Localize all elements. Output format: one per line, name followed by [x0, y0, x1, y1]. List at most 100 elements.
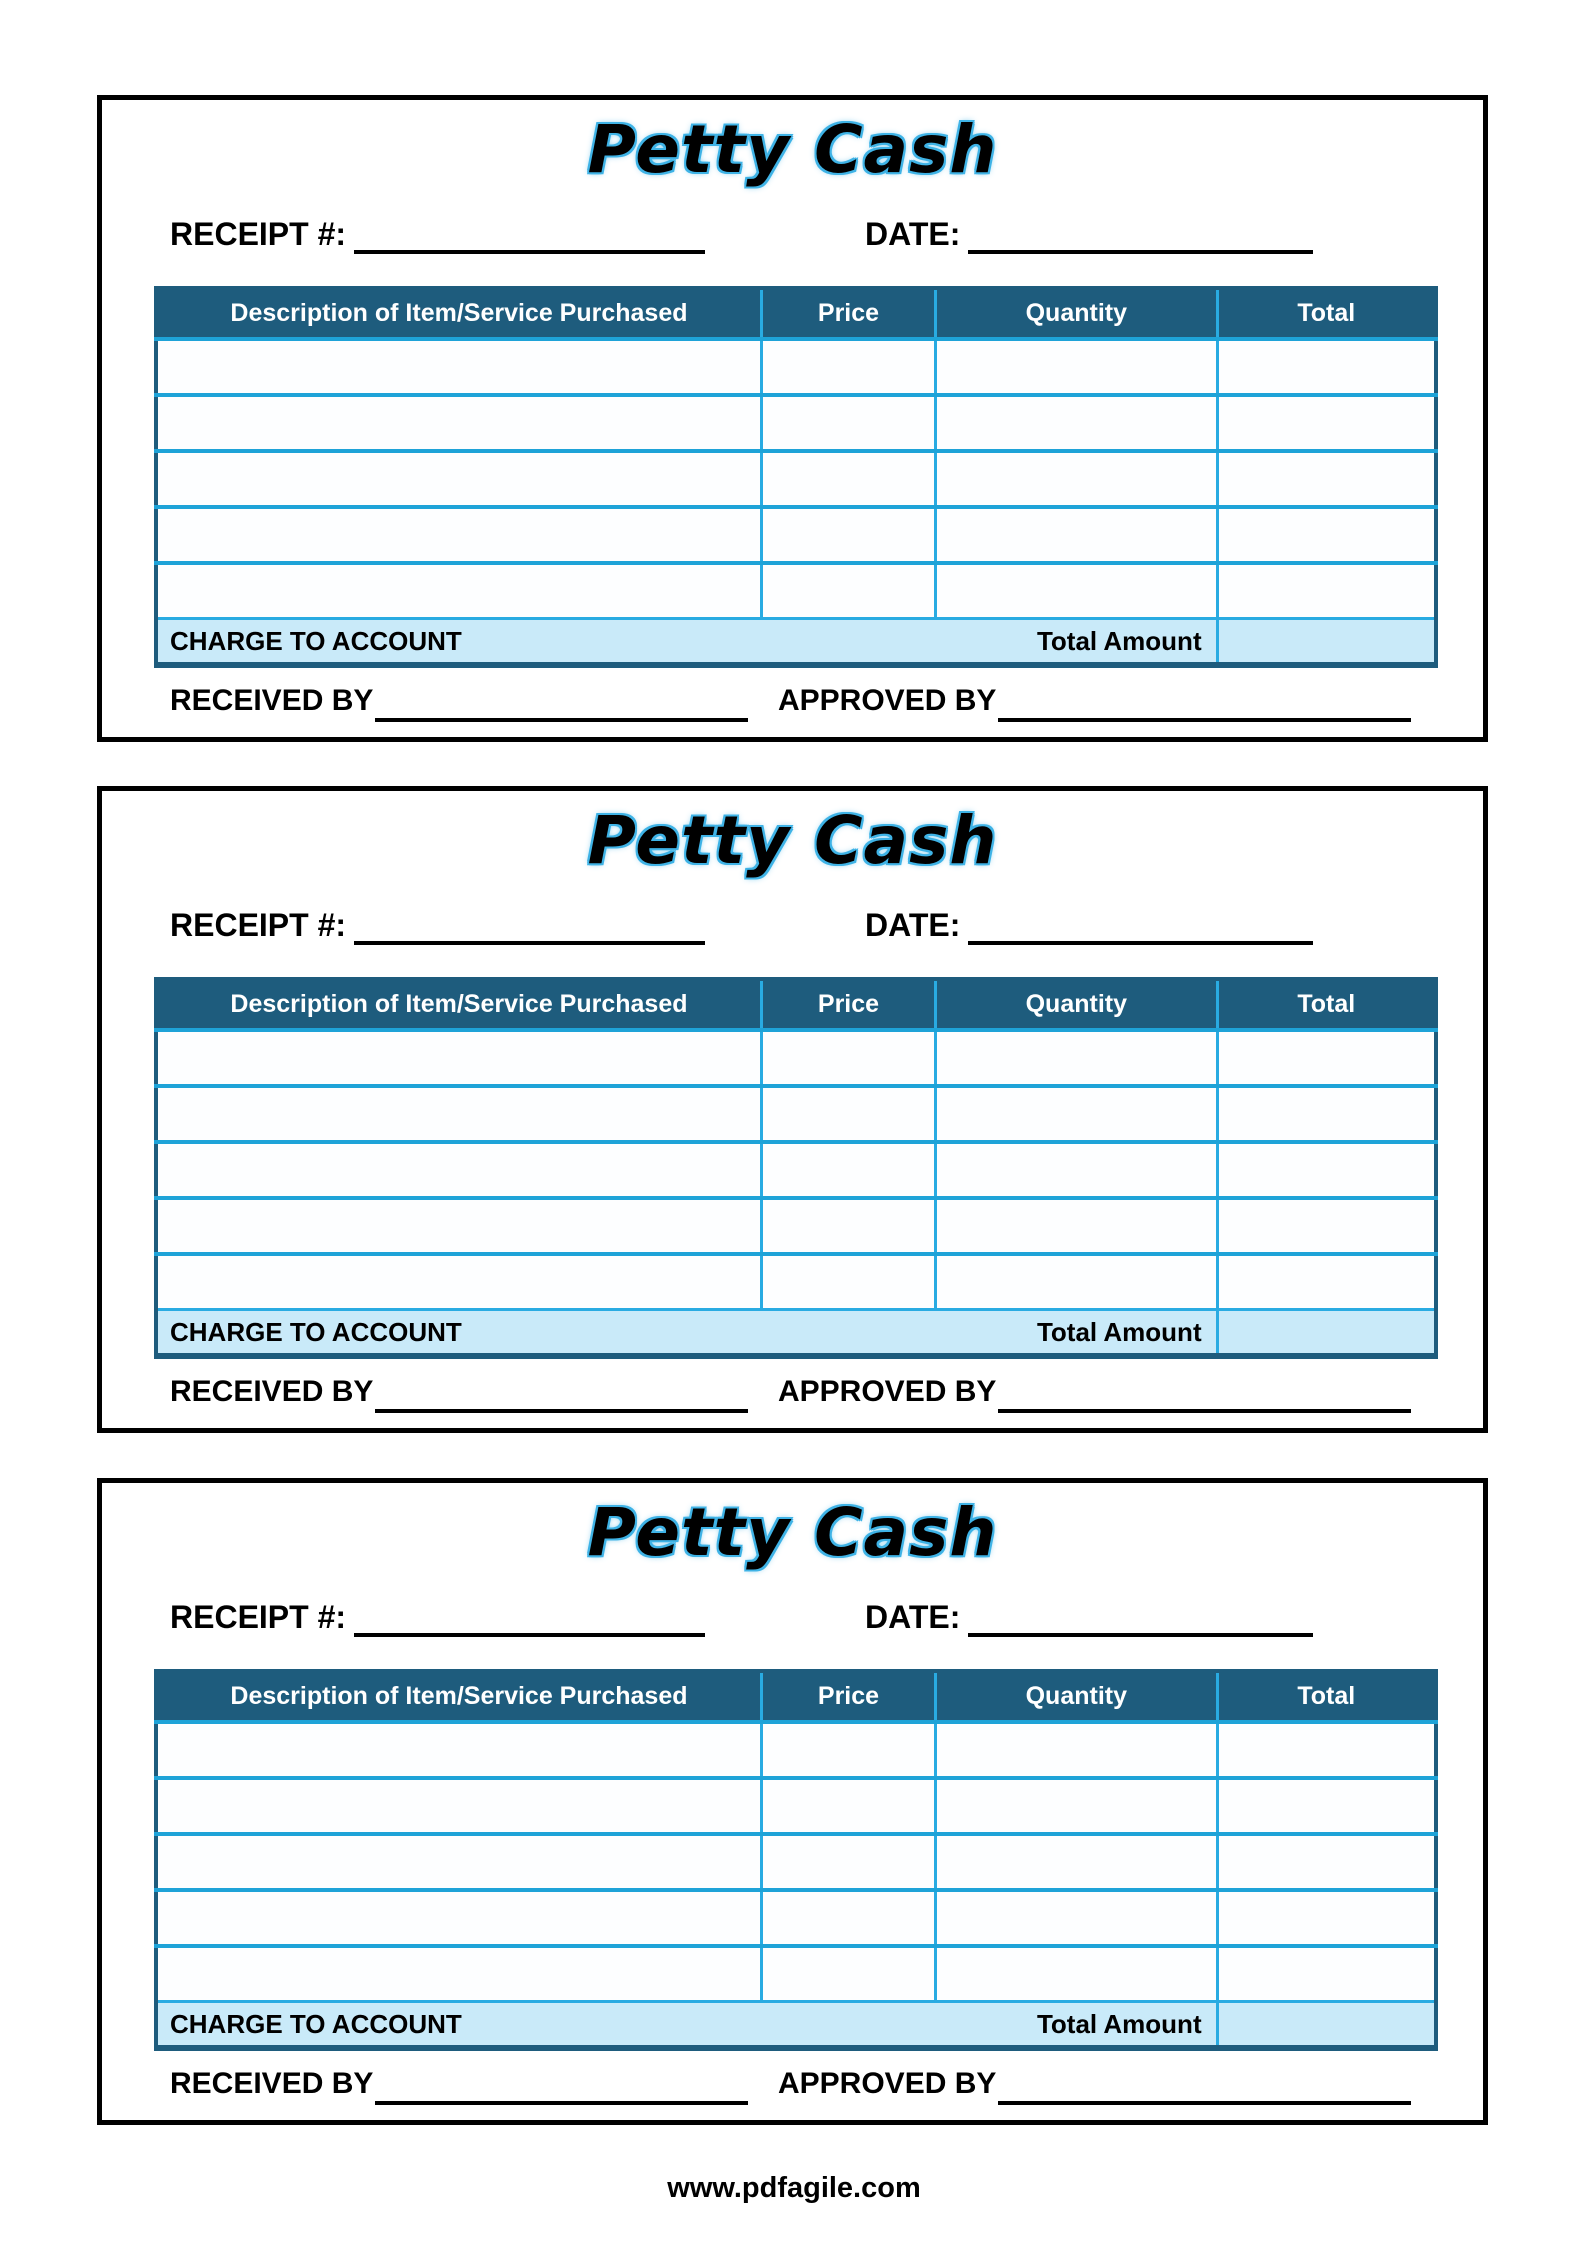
- received-by-blank-field[interactable]: [375, 1375, 748, 1413]
- cell-total[interactable]: [1215, 449, 1436, 507]
- cell-quantity[interactable]: [934, 1252, 1218, 1310]
- cell-total[interactable]: [1215, 1252, 1436, 1310]
- cell-price[interactable]: [759, 1776, 936, 1834]
- cell-total[interactable]: [1215, 1720, 1436, 1778]
- received-by-blank-field[interactable]: [375, 684, 748, 722]
- cell-quantity[interactable]: [934, 393, 1218, 451]
- cell-description[interactable]: [156, 1888, 762, 1946]
- cell-total[interactable]: [1215, 337, 1436, 395]
- cell-total[interactable]: [1215, 1196, 1436, 1254]
- approved-by-label: APPROVED BY: [778, 1375, 997, 1408]
- receipt-number-blank-field[interactable]: [354, 216, 705, 254]
- items-table: Description of Item/Service Purchased Pr…: [154, 977, 1438, 1359]
- receipt-number-blank-field[interactable]: [354, 1599, 705, 1637]
- cell-description[interactable]: [156, 1028, 762, 1086]
- cell-price[interactable]: [759, 1140, 936, 1198]
- cell-price[interactable]: [759, 393, 936, 451]
- cell-quantity[interactable]: [934, 1028, 1218, 1086]
- cell-price[interactable]: [759, 1720, 936, 1778]
- date-blank-field[interactable]: [968, 907, 1313, 945]
- cell-description[interactable]: [156, 561, 762, 619]
- approved-by-blank-field[interactable]: [998, 684, 1411, 722]
- cell-description[interactable]: [156, 393, 762, 451]
- col-header-quantity: Quantity: [934, 979, 1218, 1030]
- approved-by-group: APPROVED BY: [778, 2067, 1411, 2111]
- received-by-blank-field[interactable]: [375, 2067, 748, 2105]
- receipt-number-blank-field[interactable]: [354, 907, 705, 945]
- cell-quantity[interactable]: [934, 1720, 1218, 1778]
- cell-description[interactable]: [156, 1720, 762, 1778]
- cell-total[interactable]: [1215, 505, 1436, 563]
- cell-description[interactable]: [156, 1944, 762, 2002]
- cell-price[interactable]: [759, 1252, 936, 1310]
- charge-to-account-label: CHARGE TO ACCOUNT: [170, 1316, 462, 1347]
- cell-price[interactable]: [759, 505, 936, 563]
- cell-quantity[interactable]: [934, 337, 1218, 395]
- cell-description[interactable]: [156, 1252, 762, 1310]
- cell-total[interactable]: [1215, 1776, 1436, 1834]
- cell-description[interactable]: [156, 505, 762, 563]
- total-amount-label: Total Amount: [1036, 625, 1202, 656]
- cell-quantity[interactable]: [934, 1888, 1218, 1946]
- total-amount-value-cell[interactable]: [1215, 617, 1436, 665]
- col-header-quantity: Quantity: [934, 1671, 1218, 1722]
- table-footer-row: CHARGE TO ACCOUNT Total Amount: [156, 2000, 1436, 2048]
- cell-price[interactable]: [759, 1028, 936, 1086]
- cell-quantity[interactable]: [934, 1084, 1218, 1142]
- cell-description[interactable]: [156, 1140, 762, 1198]
- cell-quantity[interactable]: [934, 449, 1218, 507]
- cell-total[interactable]: [1215, 1888, 1436, 1946]
- receipt-meta-row: RECEIPT #: DATE:: [102, 907, 1483, 949]
- cell-quantity[interactable]: [934, 1140, 1218, 1198]
- received-by-label: RECEIVED BY: [170, 2067, 374, 2100]
- date-group: DATE:: [865, 1599, 1313, 1641]
- cell-quantity[interactable]: [934, 1776, 1218, 1834]
- table-row: [156, 1832, 1436, 1890]
- total-amount-value-cell[interactable]: [1215, 1308, 1436, 1356]
- cell-quantity[interactable]: [934, 505, 1218, 563]
- cell-price[interactable]: [759, 1832, 936, 1890]
- receipt-number-group: RECEIPT #:: [170, 216, 705, 258]
- cell-price[interactable]: [759, 449, 936, 507]
- cell-price[interactable]: [759, 1888, 936, 1946]
- date-blank-field[interactable]: [968, 1599, 1313, 1637]
- cell-price[interactable]: [759, 1196, 936, 1254]
- cell-price[interactable]: [759, 337, 936, 395]
- cell-price[interactable]: [759, 1944, 936, 2002]
- table-row: [156, 505, 1436, 563]
- cell-total[interactable]: [1215, 561, 1436, 619]
- cell-total[interactable]: [1215, 1832, 1436, 1890]
- signature-row: RECEIVED BY APPROVED BY: [102, 684, 1483, 728]
- total-amount-label: Total Amount: [1036, 1316, 1202, 1347]
- items-table-header: Description of Item/Service Purchased Pr…: [156, 979, 1436, 1030]
- cell-total[interactable]: [1215, 1944, 1436, 2002]
- cell-description[interactable]: [156, 1832, 762, 1890]
- cell-price[interactable]: [759, 561, 936, 619]
- cell-total[interactable]: [1215, 393, 1436, 451]
- col-header-description: Description of Item/Service Purchased: [156, 1671, 762, 1722]
- footer-label-cell: CHARGE TO ACCOUNT Total Amount: [156, 2000, 1218, 2048]
- total-amount-label: Total Amount: [1036, 2008, 1202, 2039]
- cell-quantity[interactable]: [934, 1944, 1218, 2002]
- cell-total[interactable]: [1215, 1028, 1436, 1086]
- receipt-number-label: RECEIPT #:: [170, 907, 347, 943]
- approved-by-blank-field[interactable]: [998, 1375, 1411, 1413]
- table-row: [156, 1084, 1436, 1142]
- cell-total[interactable]: [1215, 1084, 1436, 1142]
- total-amount-value-cell[interactable]: [1215, 2000, 1436, 2048]
- receipt-title: Petty Cash: [587, 111, 998, 188]
- cell-total[interactable]: [1215, 1140, 1436, 1198]
- cell-price[interactable]: [759, 1084, 936, 1142]
- approved-by-blank-field[interactable]: [998, 2067, 1411, 2105]
- cell-quantity[interactable]: [934, 1832, 1218, 1890]
- cell-quantity[interactable]: [934, 1196, 1218, 1254]
- table-row: [156, 393, 1436, 451]
- cell-description[interactable]: [156, 1084, 762, 1142]
- cell-quantity[interactable]: [934, 561, 1218, 619]
- cell-description[interactable]: [156, 337, 762, 395]
- cell-description[interactable]: [156, 1196, 762, 1254]
- cell-description[interactable]: [156, 449, 762, 507]
- date-blank-field[interactable]: [968, 216, 1313, 254]
- cell-description[interactable]: [156, 1776, 762, 1834]
